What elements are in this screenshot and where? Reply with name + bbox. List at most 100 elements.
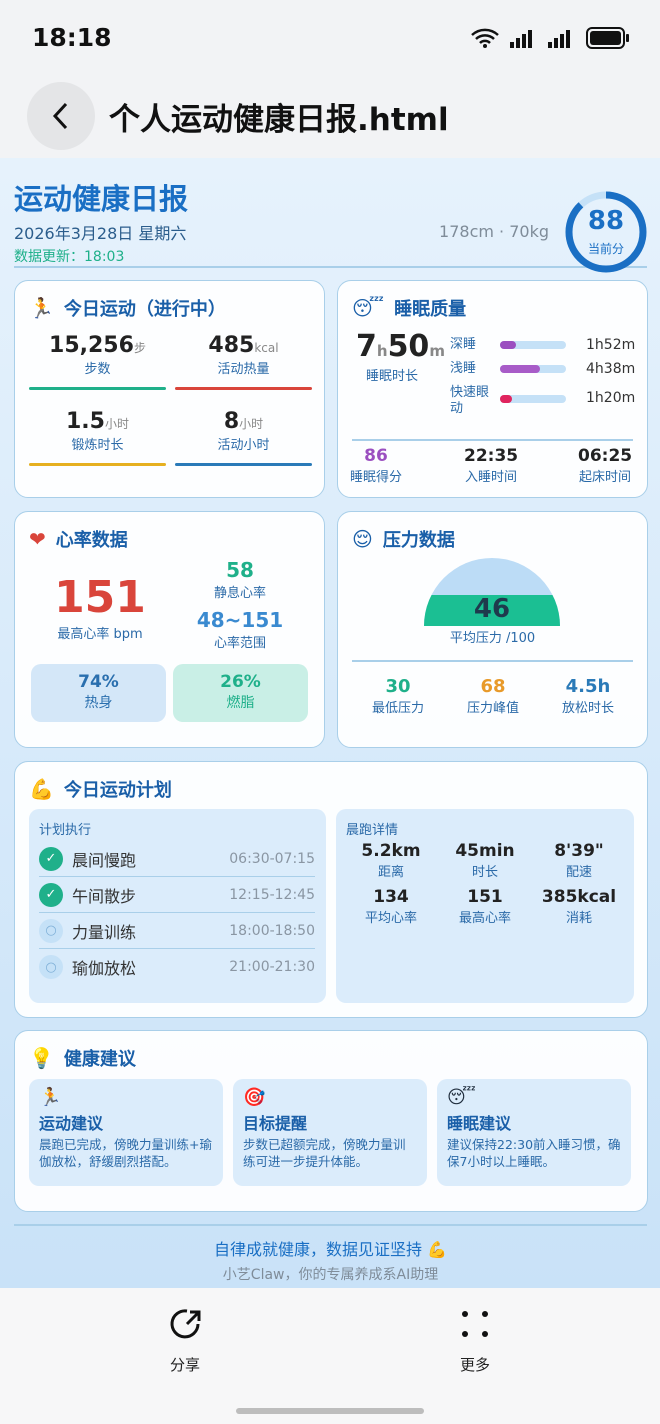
relieved-face-icon: 😌 <box>352 527 373 551</box>
stress-card: 😌 压力数据 46 平均压力 /100 30 最低压力 68 压力峰值 4.5h 放松时长 <box>337 511 648 748</box>
footer-subtitle: 小艺Claw，你的专属养成系AI助理 <box>222 1267 439 1283</box>
sleeping-face-icon: 😴 <box>352 296 385 320</box>
card-title: 健康建议 <box>63 1049 136 1070</box>
light-bulb-icon: 💡 <box>29 1046 54 1070</box>
share-label: 分享 <box>169 1356 200 1374</box>
stress-stat: 4.5h 放松时长 <box>561 676 614 716</box>
more-button[interactable]: 更多 <box>435 1304 515 1375</box>
bottom-toolbar: 分享 更多 <box>0 1288 660 1424</box>
page-title: 个人运动健康日报.html <box>109 101 449 138</box>
advice-card: 💡 健康建议 🏃 运动建议 晨跑已完成，傍晚力量训练+瑜伽放松，舒缓剧烈搭配。 🎯 目标提… <box>14 1030 648 1212</box>
score-value: 88 <box>587 206 625 236</box>
zone-warmup: 74% 热身 <box>31 664 166 722</box>
zone-fat-burn: 26% 燃脂 <box>173 664 308 722</box>
zone-value: 26% <box>220 672 261 692</box>
zone-value: 74% <box>78 672 119 692</box>
card-title: 心率数据 <box>55 530 128 551</box>
stat-value: 8小时 <box>223 409 264 434</box>
stage-value: 4h38m <box>586 361 636 377</box>
score-label: 当前分 <box>587 242 624 256</box>
sleep-minutes: 50 <box>387 329 430 364</box>
signal-icon <box>548 29 570 48</box>
stat-bar <box>29 387 166 390</box>
footer-slogan: 自律成就健康，数据见证坚持 💪 <box>213 1240 447 1259</box>
clock: 18:18 <box>32 23 112 52</box>
heart-icon: ❤ <box>29 527 46 551</box>
score-ring-arc <box>565 191 647 273</box>
zone-label: 燃脂 <box>226 695 255 711</box>
sleep-duration-label: 睡眠时长 <box>366 369 419 384</box>
run-stat: 5.2km 距离 <box>361 841 421 880</box>
app-header: 个人运动健康日报.html <box>0 75 660 157</box>
stage-bar <box>500 365 566 373</box>
divider <box>352 439 633 441</box>
pending-circle-icon: ○ <box>39 955 63 979</box>
stage-bar <box>500 395 566 403</box>
stat-value: 485kcal <box>208 333 279 358</box>
runner-icon: 🏃 <box>39 1087 62 1108</box>
divider <box>352 660 633 662</box>
plan-card: 💪 今日运动计划 计划执行 ✓ 晨间慢跑 06:30-07:15 ✓ 午间散步 12:15-… <box>14 761 648 1018</box>
label: 睡眠得分 <box>350 470 403 485</box>
pending-circle-icon: ○ <box>39 918 63 943</box>
stat-value: 1.5小时 <box>66 409 129 434</box>
run-stat: 385kcal 消耗 <box>541 887 617 926</box>
update-time: 数据更新：18:03 <box>14 249 125 265</box>
card-title: 今日运动（进行中） <box>63 299 226 320</box>
stage-label: 快速眼动 <box>450 385 490 416</box>
sleep-duration: 7h50m <box>356 329 445 364</box>
resting-heart-rate: 58 <box>226 558 254 582</box>
report-date: 2026年3月28日 星期六 <box>14 224 187 243</box>
run-details-panel: 晨跑详情 5.2km 距离 45min 时长 8'39" 配速 134 平均心率 151 最高心率… <box>336 809 634 1003</box>
plan-execution-panel: 计划执行 ✓ 晨间慢跑 06:30-07:15 ✓ 午间散步 12:15-12:45 ○ 力量… <box>29 809 326 1003</box>
advice-item: 🎯 目标提醒 步数已超额完成，傍晚力量训练可进一步提升体能。 <box>233 1079 427 1186</box>
check-circle-icon: ✓ <box>39 846 63 871</box>
stat-label: 锻炼时长 <box>71 438 124 453</box>
sleep-hours: 7 <box>356 329 377 364</box>
runner-icon: 🏃 <box>29 296 54 320</box>
plan-item[interactable]: ○ 力量训练 18:00-18:50 <box>39 913 315 949</box>
stat-bar <box>175 463 312 466</box>
wake-time: 06:25 <box>578 446 633 466</box>
plan-item[interactable]: ✓ 晨间慢跑 06:30-07:15 <box>39 841 315 877</box>
battery-icon <box>586 26 629 49</box>
label: 起床时间 <box>579 470 632 485</box>
report-content: 运动健康日报 2026年3月28日 星期六 数据更新：18:03 178cm ·… <box>0 158 660 1288</box>
stat-value: 15,256步 <box>49 333 146 358</box>
wifi-icon <box>471 28 499 48</box>
body-info: 178cm · 70kg <box>439 222 549 241</box>
score-ring: 88 当前分 <box>564 190 648 274</box>
run-stat: 151 最高心率 <box>458 887 511 926</box>
stage-value: 1h52m <box>586 337 636 353</box>
zone-label: 热身 <box>84 695 113 711</box>
signal-icon <box>510 29 532 48</box>
home-indicator[interactable] <box>236 1408 424 1414</box>
panel-title: 晨跑详情 <box>346 823 399 838</box>
stat-label: 活动热量 <box>217 362 270 377</box>
label: 静息心率 <box>213 586 266 601</box>
label: 心率范围 <box>213 636 266 651</box>
heart-rate-range: 48~151 <box>196 608 284 632</box>
stat-bar <box>29 463 166 466</box>
unit: h <box>376 342 388 360</box>
run-stat: 45min 时长 <box>455 841 515 880</box>
sleeping-face-icon: 😴 <box>447 1087 476 1108</box>
advice-item: 🏃 运动建议 晨跑已完成，傍晚力量训练+瑜伽放松，舒缓剧烈搭配。 <box>29 1079 223 1186</box>
share-button[interactable]: 分享 <box>145 1304 225 1375</box>
report-header: 运动健康日报 2026年3月28日 星期六 数据更新：18:03 178cm ·… <box>14 176 647 273</box>
card-title: 压力数据 <box>382 530 455 551</box>
plan-item[interactable]: ○ 瑜伽放松 21:00-21:30 <box>39 949 315 985</box>
avg-stress: 46 <box>473 594 511 624</box>
check-circle-icon: ✓ <box>39 882 63 907</box>
avg-stress-label: 平均压力 /100 <box>449 631 536 646</box>
card-title: 今日运动计划 <box>63 780 172 801</box>
chevron-left-icon <box>52 102 68 130</box>
share-icon <box>170 1309 201 1339</box>
stress-gauge <box>424 558 560 626</box>
label: 最高心率 bpm <box>57 627 143 642</box>
back-button[interactable] <box>27 82 95 150</box>
stat-bar <box>175 387 312 390</box>
stress-gauge-fill <box>424 595 560 626</box>
more-icon <box>462 1311 488 1337</box>
plan-item[interactable]: ✓ 午间散步 12:15-12:45 <box>39 877 315 913</box>
